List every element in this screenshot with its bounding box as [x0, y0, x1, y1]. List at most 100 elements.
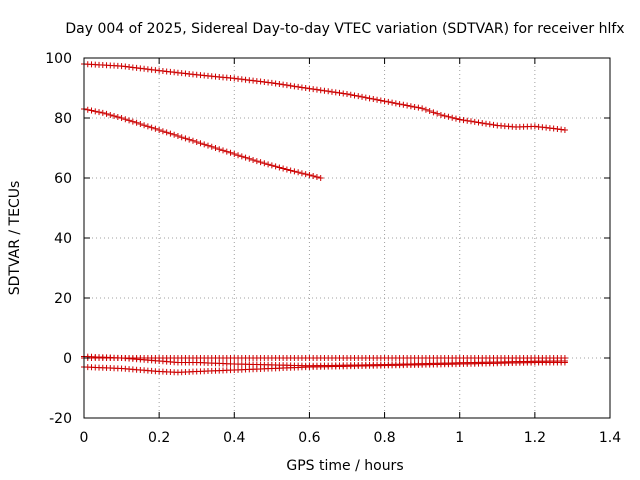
data-point	[96, 109, 103, 116]
data-point	[189, 137, 196, 144]
data-point	[452, 115, 459, 122]
data-point	[201, 141, 208, 148]
data-point	[182, 135, 189, 142]
data-point	[302, 171, 309, 178]
data-point	[298, 84, 305, 91]
data-point	[426, 108, 433, 115]
data-point	[325, 88, 332, 95]
data-point	[302, 85, 309, 92]
data-point	[272, 80, 279, 87]
data-point	[486, 121, 493, 128]
x-tick-label: 0.6	[298, 430, 320, 446]
data-point	[186, 136, 193, 143]
data-point	[310, 86, 317, 93]
y-tick-label: -20	[49, 411, 72, 427]
x-tick-label: 0.8	[373, 430, 395, 446]
data-point	[122, 116, 129, 123]
data-point	[415, 104, 422, 111]
data-point	[235, 152, 242, 159]
x-tick-label: 0.4	[223, 430, 245, 446]
data-point	[88, 107, 95, 114]
x-tick-label: 0.2	[148, 430, 170, 446]
data-point	[561, 359, 568, 366]
data-point	[129, 118, 136, 125]
data-point	[483, 120, 490, 127]
data-point	[411, 103, 418, 110]
data-point	[257, 159, 264, 166]
data-point	[220, 147, 227, 154]
x-tick-label: 0	[80, 430, 89, 446]
data-point	[92, 108, 99, 115]
data-point	[178, 134, 185, 141]
data-point	[310, 173, 317, 179]
data-point	[193, 139, 200, 145]
data-point	[479, 120, 486, 127]
data-point	[464, 117, 471, 124]
y-tick-label: 20	[54, 291, 72, 307]
data-point	[253, 158, 260, 165]
data-point	[280, 165, 287, 172]
data-point	[152, 125, 159, 132]
data-point	[280, 81, 287, 88]
data-point	[430, 109, 437, 116]
data-point	[208, 143, 215, 150]
data-point	[445, 113, 452, 120]
data-point	[268, 79, 275, 86]
data-point	[295, 169, 302, 176]
data-point	[250, 157, 257, 163]
data-point	[336, 89, 343, 96]
data-point	[340, 90, 347, 97]
data-point	[328, 88, 335, 95]
data-point	[404, 102, 411, 109]
data-point	[490, 121, 497, 128]
data-point	[422, 106, 429, 113]
data-point	[156, 127, 163, 133]
y-tick-label: 80	[54, 111, 72, 127]
data-point	[441, 112, 448, 119]
data-point	[313, 86, 320, 93]
data-point	[163, 129, 170, 136]
data-point	[370, 96, 377, 103]
data-point	[317, 175, 324, 181]
data-point	[114, 113, 121, 120]
data-point	[475, 119, 482, 126]
data-point	[313, 174, 320, 180]
data-point	[456, 116, 463, 123]
data-point	[449, 114, 456, 121]
data-point	[212, 145, 219, 151]
data-point	[396, 101, 403, 108]
data-point	[392, 100, 399, 107]
data-point	[141, 122, 148, 129]
data-point	[148, 124, 155, 131]
data-point	[366, 95, 373, 102]
data-point	[223, 148, 230, 155]
data-point	[118, 115, 125, 121]
data-point	[246, 155, 253, 162]
data-point	[306, 172, 313, 178]
data-point	[174, 133, 181, 139]
data-point	[306, 85, 313, 92]
data-point	[159, 128, 166, 135]
data-point	[261, 160, 268, 167]
data-point	[291, 83, 298, 90]
data-point	[362, 94, 369, 101]
data-point	[295, 83, 302, 90]
data-point	[99, 109, 106, 116]
data-point	[374, 96, 381, 103]
data-point	[389, 99, 396, 106]
data-point	[227, 149, 234, 156]
data-point	[351, 92, 358, 99]
data-point	[347, 91, 354, 98]
data-point	[197, 140, 204, 147]
data-point	[171, 131, 178, 138]
y-tick-label: 0	[63, 351, 72, 367]
data-point	[103, 110, 110, 117]
x-tick-label: 1.2	[524, 430, 546, 446]
data-point	[385, 98, 392, 105]
x-axis-label: GPS time / hours	[286, 458, 403, 474]
data-point	[283, 166, 290, 173]
data-point	[437, 112, 444, 118]
data-point	[381, 98, 388, 105]
data-point	[265, 161, 272, 168]
